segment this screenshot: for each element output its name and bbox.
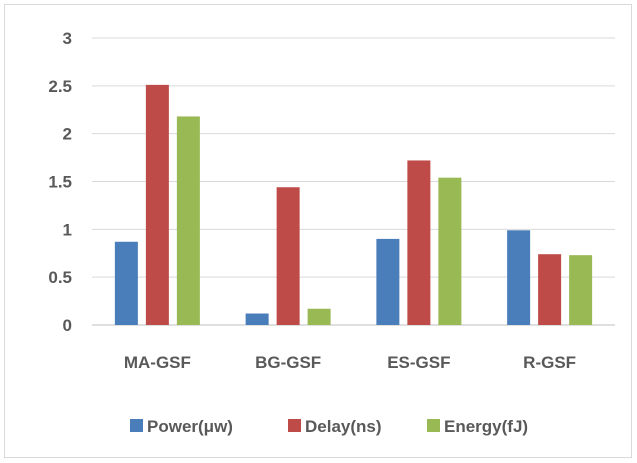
bar-bg-gsf-1 — [276, 187, 300, 325]
x-axis-labels: MA-GSF BG-GSF ES-GSF R-GSF — [124, 353, 576, 372]
legend-label: Energy(fJ) — [444, 417, 528, 436]
y-tick-label: 0.5 — [48, 268, 72, 287]
bar-r-gsf-1 — [538, 254, 562, 325]
bar-es-gsf-2 — [438, 177, 462, 325]
bar-es-gsf-0 — [376, 238, 400, 325]
legend: Power(μw) Delay(ns) Energy(fJ) — [130, 417, 528, 436]
x-category-label: BG-GSF — [255, 353, 321, 372]
legend-swatch — [427, 419, 440, 432]
gridlines — [92, 37, 615, 326]
bars — [114, 84, 593, 326]
y-tick-label: 2 — [63, 125, 72, 144]
legend-label: Power(μw) — [147, 417, 233, 436]
y-tick-label: 0 — [63, 316, 72, 335]
x-category-label: MA-GSF — [124, 353, 191, 372]
bar-es-gsf-1 — [407, 160, 431, 325]
x-category-label: ES-GSF — [387, 353, 450, 372]
x-category-label: R-GSF — [523, 353, 576, 372]
y-axis-ticks: 0 0.5 1 1.5 2 2.5 3 — [48, 29, 72, 335]
y-tick-label: 1 — [63, 220, 72, 239]
bar-r-gsf-2 — [569, 255, 593, 325]
legend-swatch — [130, 419, 143, 432]
y-tick-label: 3 — [63, 29, 72, 48]
bar-bg-gsf-2 — [307, 308, 331, 325]
bar-ma-gsf-2 — [176, 116, 200, 326]
y-tick-label: 1.5 — [48, 173, 72, 192]
bar-bg-gsf-0 — [245, 313, 269, 325]
legend-label: Delay(ns) — [305, 417, 382, 436]
y-tick-label: 2.5 — [48, 77, 72, 96]
bar-ma-gsf-0 — [114, 241, 138, 325]
bar-ma-gsf-1 — [145, 84, 169, 325]
bar-r-gsf-0 — [507, 230, 531, 325]
legend-swatch — [288, 419, 301, 432]
